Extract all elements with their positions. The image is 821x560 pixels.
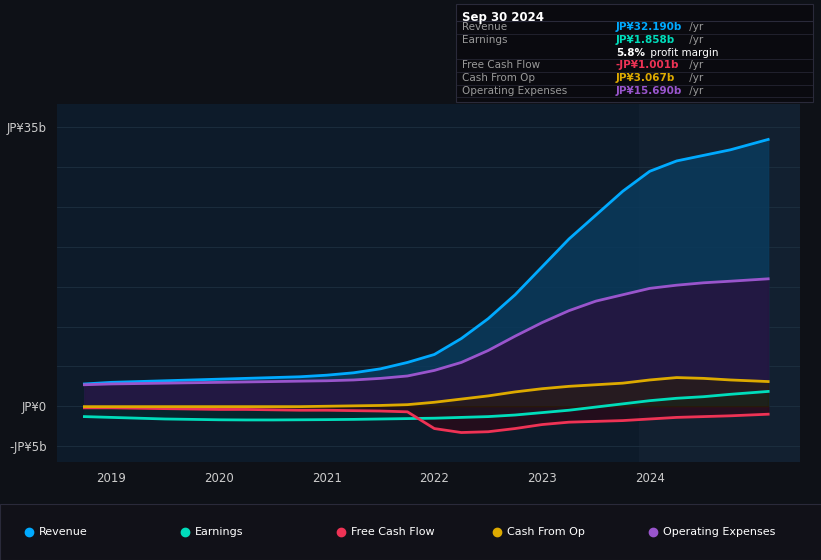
- Text: Free Cash Flow: Free Cash Flow: [351, 527, 434, 537]
- Bar: [639, 104, 800, 462]
- Text: JP¥3.067b: JP¥3.067b: [616, 73, 675, 83]
- Text: /yr: /yr: [686, 73, 703, 83]
- Text: Operating Expenses: Operating Expenses: [462, 86, 567, 96]
- Text: Cash From Op: Cash From Op: [462, 73, 535, 83]
- Text: Cash From Op: Cash From Op: [507, 527, 585, 537]
- Text: /yr: /yr: [686, 35, 703, 45]
- Text: JP¥15.690b: JP¥15.690b: [616, 86, 682, 96]
- Text: Sep 30 2024: Sep 30 2024: [462, 11, 544, 24]
- Text: Revenue: Revenue: [462, 22, 507, 32]
- Text: JP¥1.858b: JP¥1.858b: [616, 35, 675, 45]
- Text: Operating Expenses: Operating Expenses: [663, 527, 775, 537]
- Text: Revenue: Revenue: [39, 527, 87, 537]
- Text: Earnings: Earnings: [195, 527, 243, 537]
- Text: JP¥32.190b: JP¥32.190b: [616, 22, 682, 32]
- Text: profit margin: profit margin: [647, 48, 718, 58]
- Text: 5.8%: 5.8%: [616, 48, 644, 58]
- Text: Free Cash Flow: Free Cash Flow: [462, 60, 540, 71]
- Text: -JP¥1.001b: -JP¥1.001b: [616, 60, 679, 71]
- Text: /yr: /yr: [686, 86, 703, 96]
- Text: /yr: /yr: [686, 22, 703, 32]
- Text: Earnings: Earnings: [462, 35, 507, 45]
- Text: /yr: /yr: [686, 60, 703, 71]
